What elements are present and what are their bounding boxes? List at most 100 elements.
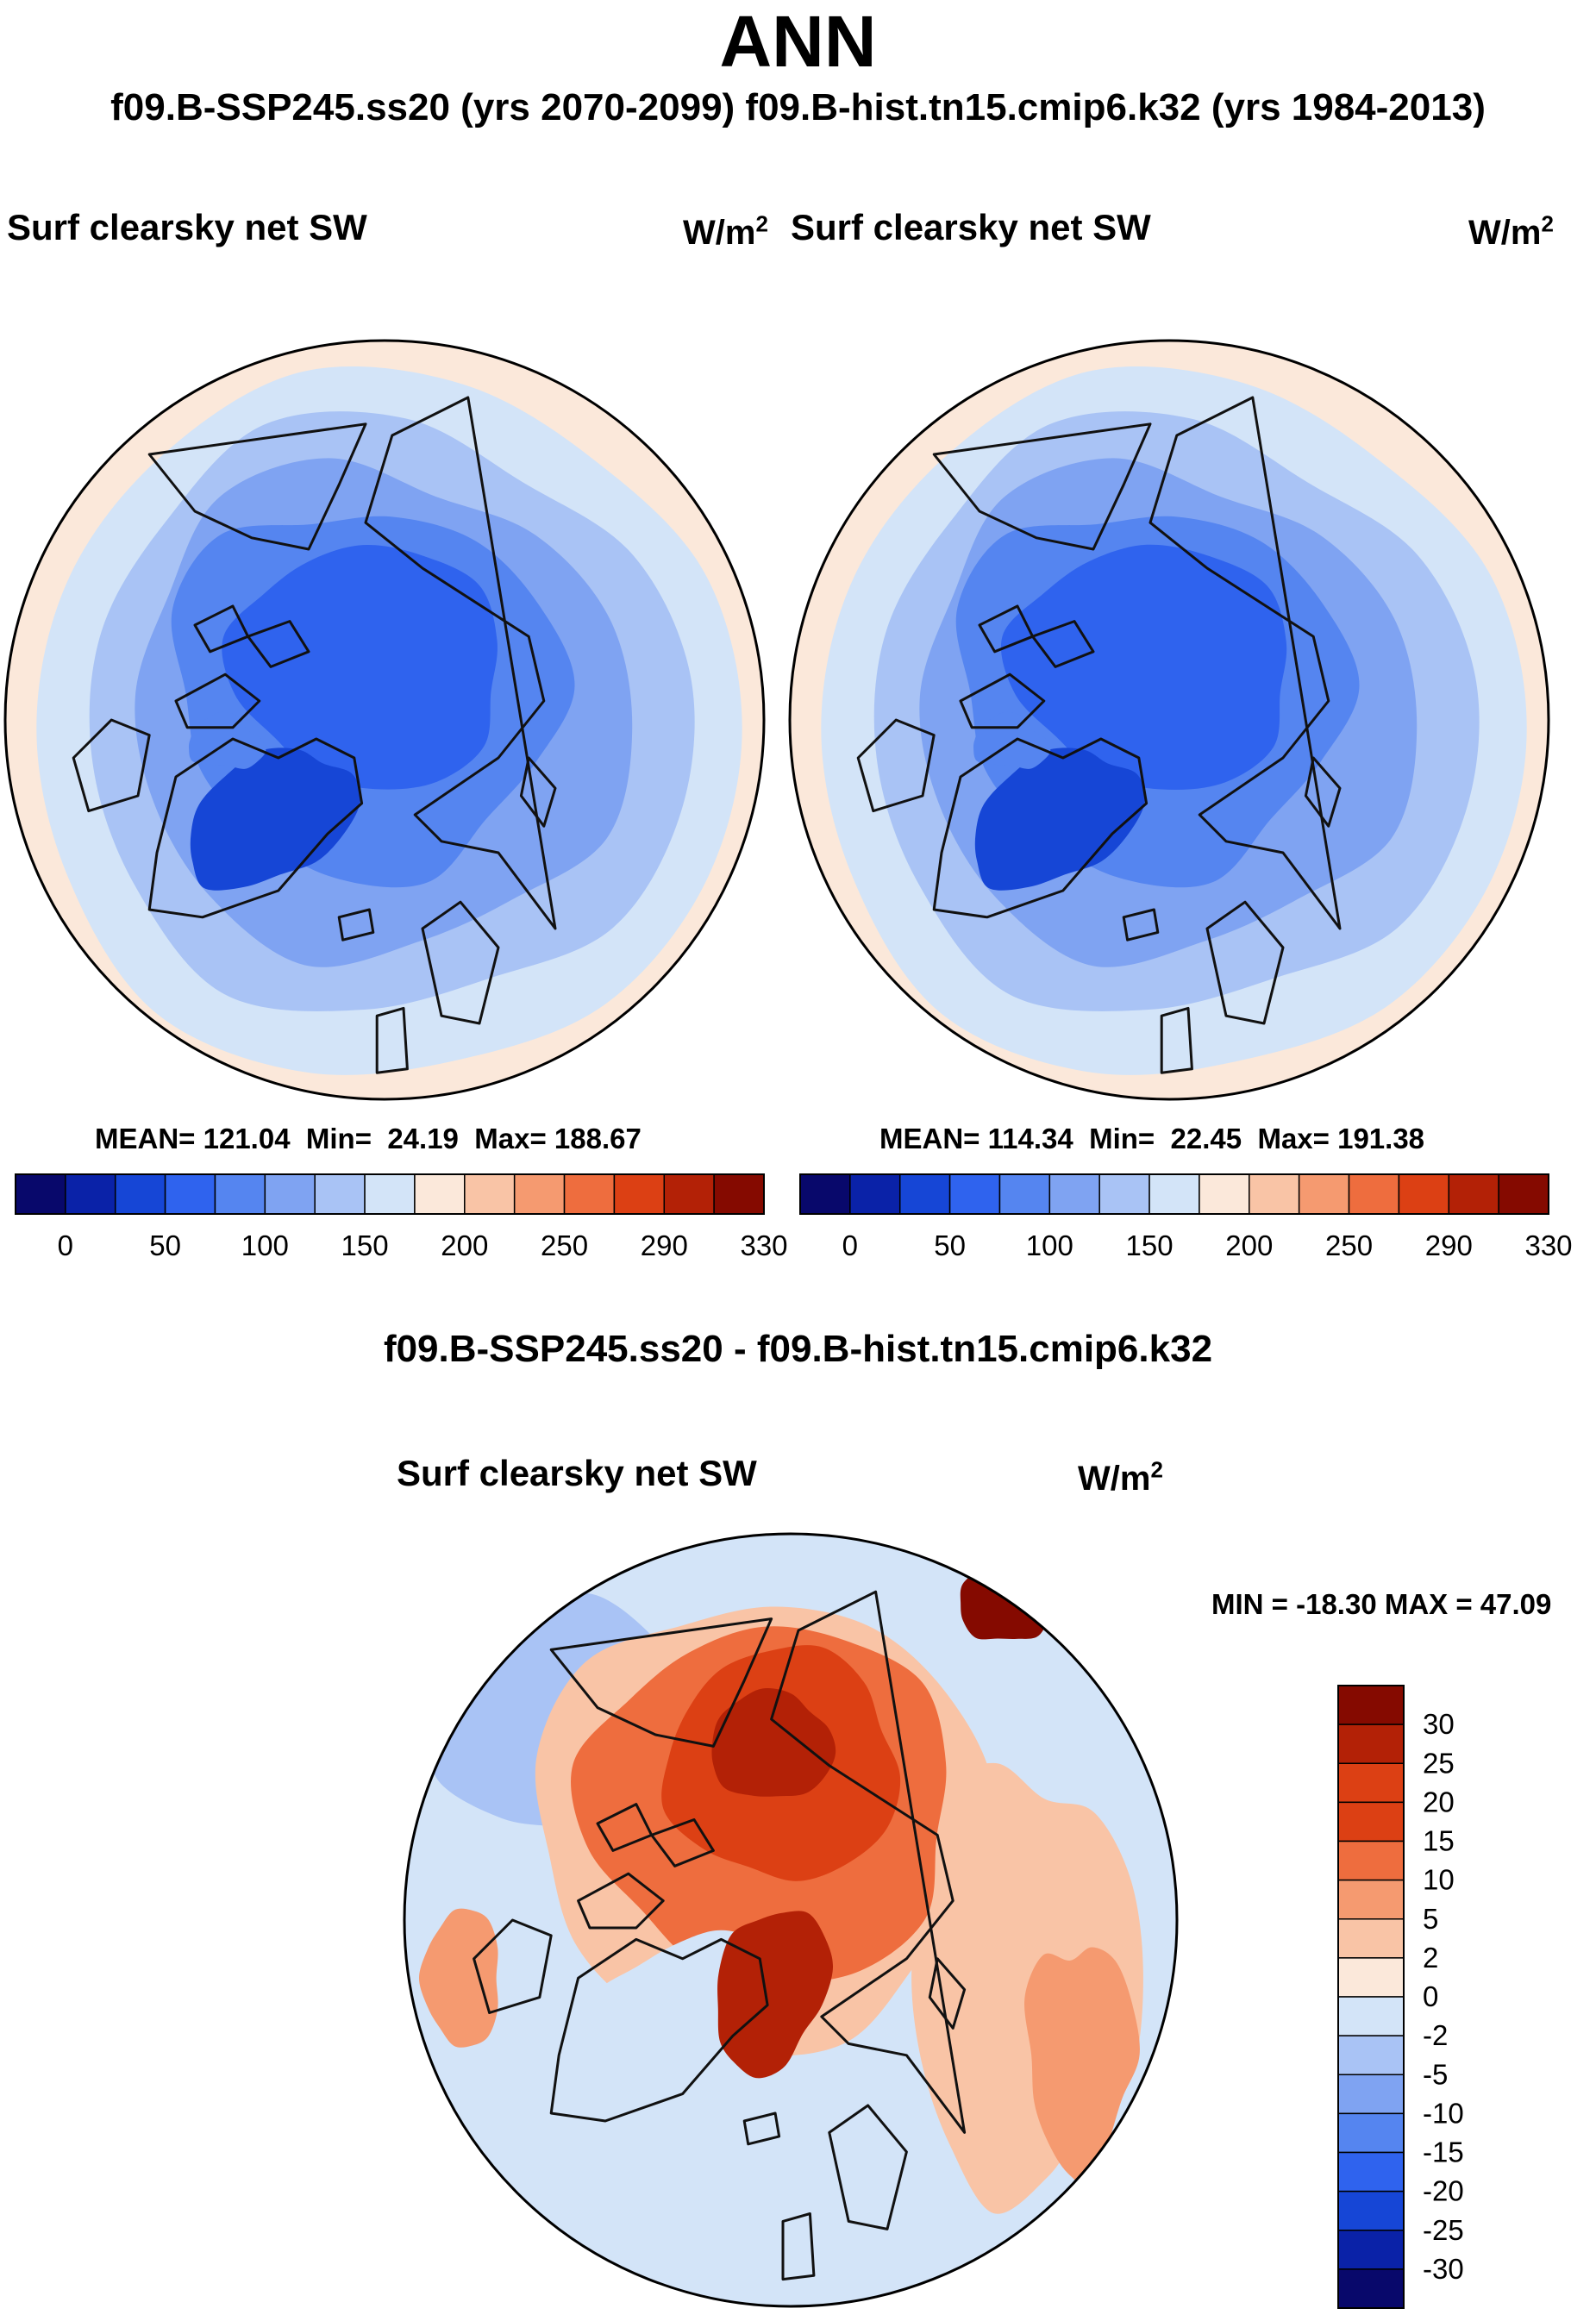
- colorbar-bin: [713, 1173, 765, 1215]
- colorbar-bin: [1337, 1685, 1405, 1725]
- coastline: [1148, 396, 1342, 930]
- coastline: [978, 604, 1035, 654]
- colorbar-tick-label: 150: [1126, 1229, 1174, 1261]
- colorbar-bin: [114, 1173, 166, 1215]
- colorbar-bin: [849, 1173, 901, 1215]
- colorbar-tick-label: 0: [1423, 1980, 1438, 2012]
- coastline: [473, 1918, 553, 2014]
- coastline: [828, 2104, 908, 2230]
- colorbar-frame: [799, 1173, 1549, 1215]
- diff-title: f09.B-SSP245.ss20 - f09.B-hist.tn15.cmip…: [383, 1328, 1213, 1370]
- coastline: [549, 1937, 769, 2123]
- coastline: [856, 718, 936, 813]
- coastline: [959, 673, 1046, 729]
- colorbar-tick-label: 100: [1026, 1229, 1073, 1261]
- coastline: [932, 737, 1148, 919]
- colorbar-tick-label: 330: [1524, 1229, 1572, 1261]
- panel3-map: [403, 1532, 1179, 2308]
- colorbar-bin: [1398, 1173, 1450, 1215]
- panel1-stats: MEAN= 121.04 Min= 24.19 Max= 188.67: [95, 1123, 642, 1154]
- coastline: [337, 908, 375, 942]
- colorbar-tick-label: 2: [1423, 1942, 1438, 1974]
- coastline: [421, 900, 500, 1025]
- colorbar-bin: [1498, 1173, 1549, 1215]
- coastline: [147, 737, 364, 919]
- coastline: [247, 620, 310, 668]
- colorbar-bin: [1337, 1957, 1405, 1998]
- colorbar-tick-label: 15: [1423, 1825, 1455, 1857]
- colorbar-bin: [15, 1173, 66, 1215]
- map-border: [403, 1532, 1179, 2308]
- colorbar-bin: [1337, 2190, 1405, 2231]
- colorbar-bin: [65, 1173, 116, 1215]
- coastline: [1160, 1006, 1193, 1074]
- colorbar-bin: [613, 1173, 666, 1215]
- colorbar-tick-label: -10: [1423, 2097, 1464, 2129]
- colorbar-bin: [364, 1173, 416, 1215]
- colorbar-tick-label: 330: [740, 1229, 787, 1261]
- colorbar-tick-label: 100: [241, 1229, 289, 1261]
- coastline: [193, 604, 250, 654]
- coastline: [932, 422, 1152, 551]
- colorbar-bin: [264, 1173, 316, 1215]
- colorbar-bin: [1337, 1996, 1405, 2036]
- colorbar-bin: [1337, 1879, 1405, 1920]
- colorbar-tick-label: -30: [1423, 2253, 1464, 2285]
- colorbar-bin: [1348, 1173, 1400, 1215]
- colorbar-tick-label: 50: [149, 1229, 181, 1261]
- coastline: [519, 756, 557, 828]
- colorbar-bin: [1337, 2074, 1405, 2115]
- coastline: [742, 2111, 781, 2146]
- colorbar-tick-label: 250: [541, 1229, 588, 1261]
- colorbar-bin: [663, 1173, 715, 1215]
- coastline: [174, 673, 261, 729]
- colorbar-tick-label: 20: [1423, 1786, 1455, 1817]
- colorbar-bin: [1337, 2035, 1405, 2075]
- panel3-stats: MIN = -18.30 MAX = 47.09: [1211, 1588, 1552, 1620]
- colorbar-bin: [799, 1173, 851, 1215]
- figure-subtitle: f09.B-SSP245.ss20 (yrs 2070-2099) f09.B-…: [110, 86, 1486, 128]
- field-level-13: [711, 1688, 836, 1797]
- coastline: [364, 396, 557, 930]
- colorbar-tick-label: -15: [1423, 2136, 1464, 2168]
- coastline: [770, 1590, 967, 2134]
- colorbar-tick-label: 250: [1325, 1229, 1373, 1261]
- coastline: [1205, 900, 1285, 1025]
- figure-title: ANN: [719, 1, 877, 82]
- panel1-map: [3, 339, 766, 1101]
- coastline: [928, 1957, 967, 2030]
- panel3-title: Surf clearsky net SW: [397, 1453, 757, 1493]
- panel1-title: Surf clearsky net SW: [7, 207, 367, 247]
- coastline: [650, 1818, 715, 1867]
- colorbar-frame: [1337, 1685, 1405, 2309]
- coastline: [577, 1872, 665, 1930]
- colorbar-bin: [1048, 1173, 1100, 1215]
- colorbar-tick-label: 5: [1423, 1903, 1438, 1935]
- colorbar-bin: [1337, 1918, 1405, 1959]
- colorbar-bin: [1448, 1173, 1499, 1215]
- coastline: [1122, 908, 1160, 942]
- colorbar-bin: [948, 1173, 1001, 1215]
- colorbar-tick-label: 290: [641, 1229, 688, 1261]
- colorbar-tick-label: 50: [934, 1229, 966, 1261]
- colorbar-tick-label: 0: [842, 1229, 858, 1261]
- colorbar-bin: [464, 1173, 516, 1215]
- coastline: [1031, 620, 1095, 668]
- coastline: [549, 1617, 773, 1748]
- coastline: [596, 1803, 654, 1852]
- panel1-colorbar: 0 50 100 150 200 250 290 330: [15, 1173, 788, 1261]
- colorbar-tick-label: -2: [1423, 2019, 1448, 2051]
- panel2-colorbar: 0 50 100 150 200 250 290 330: [799, 1173, 1573, 1261]
- colorbar-bin: [1337, 1840, 1405, 1881]
- coastline: [147, 422, 367, 551]
- colorbar-tick-label: 200: [441, 1229, 488, 1261]
- coastline: [375, 1006, 409, 1074]
- colorbar-tick-label: -20: [1423, 2175, 1464, 2207]
- colorbar-bin: [1337, 1724, 1405, 1764]
- colorbar-tick-label: -5: [1423, 2058, 1448, 2090]
- panel3-units: W/m2: [1078, 1456, 1163, 1498]
- greenland-field: [190, 748, 361, 891]
- colorbar-bin: [214, 1173, 266, 1215]
